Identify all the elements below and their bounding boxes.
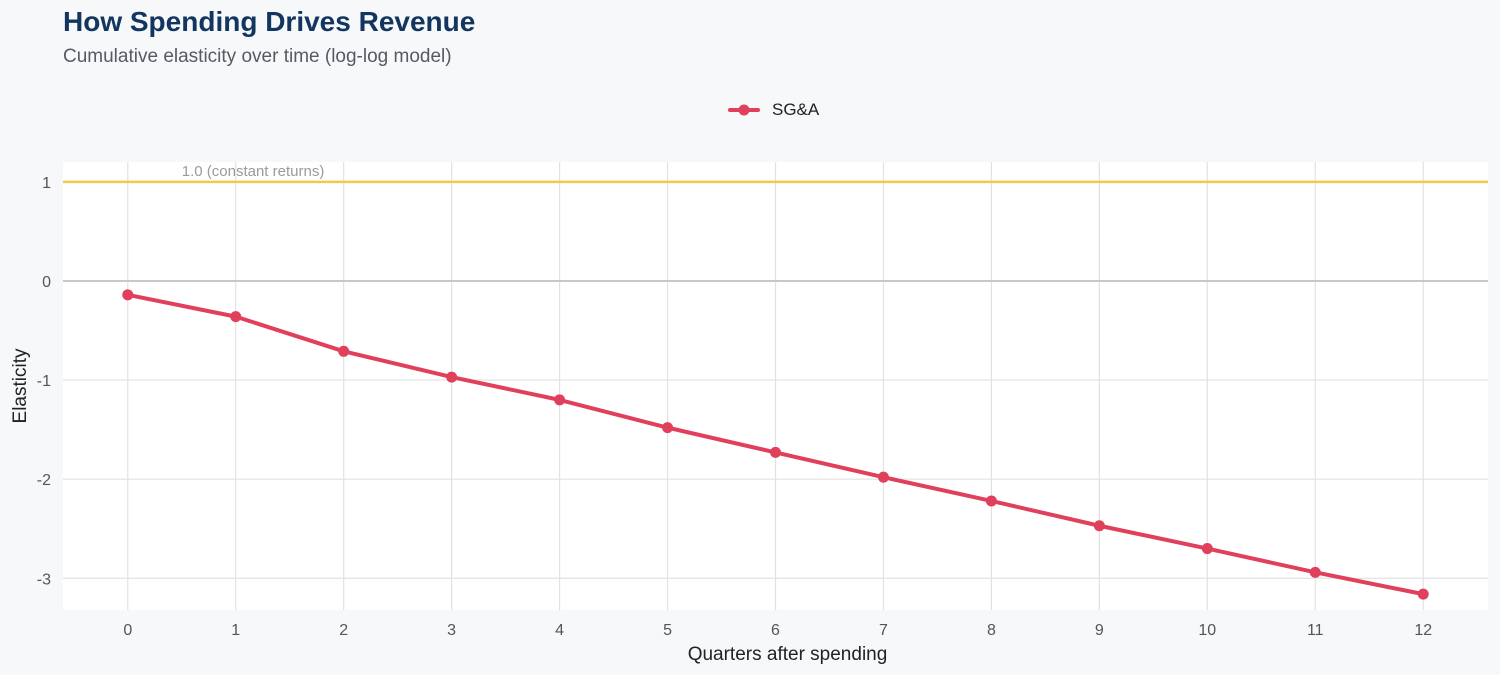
- x-tick-label: 7: [879, 622, 888, 639]
- x-tick-label: 6: [771, 622, 780, 639]
- x-tick-label: 1: [231, 622, 240, 639]
- data-point: [1093, 520, 1105, 532]
- chart-subtitle: Cumulative elasticity over time (log-log…: [63, 46, 452, 67]
- x-tick-label: 0: [123, 622, 132, 639]
- x-tick-label: 2: [339, 622, 348, 639]
- data-point: [662, 422, 674, 434]
- data-point: [338, 345, 350, 357]
- data-point: [877, 471, 889, 483]
- data-point: [1201, 543, 1213, 555]
- x-tick-label: 12: [1414, 622, 1432, 639]
- x-tick-label: 3: [447, 622, 456, 639]
- x-tick-label: 10: [1198, 622, 1216, 639]
- legend: SG&A: [728, 98, 819, 122]
- x-tick-label: 8: [987, 622, 996, 639]
- data-point: [446, 371, 458, 383]
- data-point: [770, 446, 781, 458]
- data-point: [122, 289, 134, 301]
- x-tick-label: 11: [1307, 622, 1324, 639]
- reference-line-label: 1.0 (constant returns): [182, 163, 325, 180]
- legend-swatch-sga: [728, 104, 760, 116]
- x-axis-title: Quarters after spending: [688, 644, 888, 665]
- data-point: [985, 495, 997, 507]
- data-point: [230, 311, 242, 323]
- y-tick-label: -1: [37, 373, 51, 390]
- chart-title: How Spending Drives Revenue: [63, 6, 476, 37]
- data-point: [554, 394, 566, 406]
- y-tick-label: -2: [37, 472, 51, 489]
- x-tick-label: 5: [663, 622, 672, 639]
- legend-label-sga: SG&A: [772, 100, 820, 119]
- y-tick-label: 1: [42, 175, 51, 192]
- data-point: [1309, 566, 1321, 578]
- y-tick-label: 0: [42, 274, 51, 291]
- y-tick-label: -3: [37, 571, 51, 588]
- x-tick-label: 4: [555, 622, 564, 639]
- data-point: [1417, 588, 1429, 600]
- y-axis-title: Elasticity: [10, 348, 31, 423]
- x-tick-label: 9: [1095, 622, 1104, 639]
